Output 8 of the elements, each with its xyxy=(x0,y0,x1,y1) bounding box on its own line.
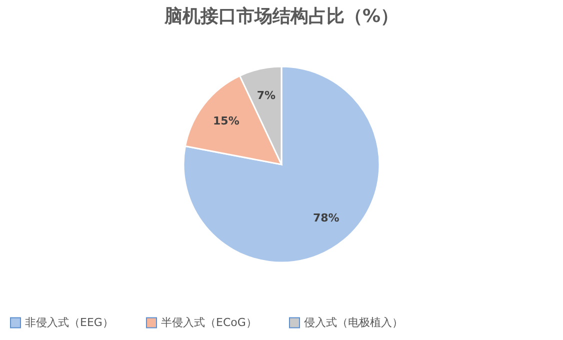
data-label: 15% xyxy=(213,114,240,128)
legend-label: 非侵入式（EEG） xyxy=(25,316,114,329)
legend-label: 侵入式（电极植入） xyxy=(304,316,403,329)
pie-slice xyxy=(182,66,380,264)
data-label: 7% xyxy=(256,89,276,102)
data-label: 78% xyxy=(312,211,340,224)
legend-label: 半侵入式（ECoG） xyxy=(161,316,257,329)
chart-title: 脑机接口市场结构占比（%） xyxy=(163,6,399,27)
